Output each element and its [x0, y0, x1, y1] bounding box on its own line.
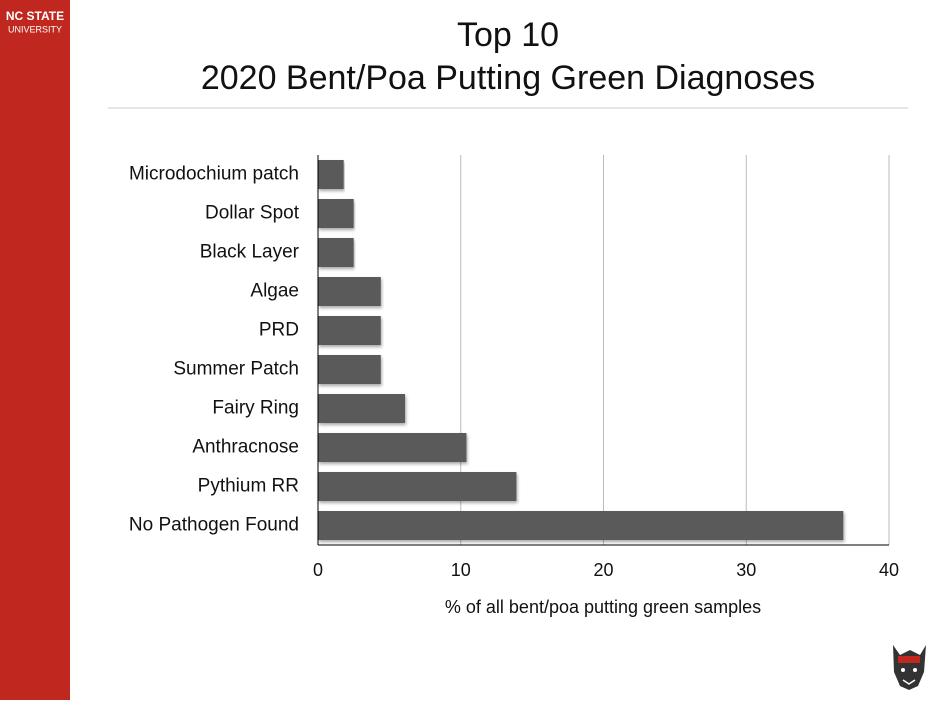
x-axis-label: % of all bent/poa putting green samples — [445, 597, 761, 617]
y-tick-label: Microdochium patch — [129, 164, 299, 185]
bar — [318, 160, 344, 189]
bar — [318, 355, 381, 384]
bar — [318, 199, 354, 228]
logo-line1: NC STATE — [6, 9, 64, 23]
x-tick-label: 0 — [313, 560, 323, 580]
y-tick-label: Anthracnose — [192, 437, 299, 458]
y-tick-label: PRD — [259, 320, 299, 341]
y-tick-label: Fairy Ring — [212, 398, 299, 419]
bar — [318, 394, 406, 423]
x-tick-label: 10 — [451, 560, 471, 580]
y-tick-label: Dollar Spot — [205, 203, 300, 224]
y-tick-label: Black Layer — [200, 242, 300, 263]
bar — [318, 511, 844, 540]
y-tick-label: Algae — [250, 281, 299, 302]
y-tick-label: No Pathogen Found — [129, 515, 299, 536]
chart-title: Top 10 — [457, 16, 559, 54]
plot: 0 10 20 30 40 Microdochium patch Dollar Spot Bl… — [129, 155, 899, 580]
bar — [318, 277, 381, 306]
bar — [318, 316, 381, 345]
bar — [318, 238, 354, 267]
sidebar — [0, 0, 70, 700]
mascot-icon — [893, 645, 926, 690]
bar — [318, 472, 517, 501]
bar — [318, 433, 467, 462]
y-tick-label: Summer Patch — [173, 359, 299, 380]
x-tick-label: 30 — [736, 560, 756, 580]
x-tick-label: 40 — [879, 560, 899, 580]
x-tick-label: 20 — [593, 560, 613, 580]
chart-subtitle: 2020 Bent/Poa Putting Green Diagnoses — [201, 59, 815, 97]
logo-line2: UNIVERSITY — [8, 24, 62, 34]
y-tick-label: Pythium RR — [198, 476, 299, 497]
